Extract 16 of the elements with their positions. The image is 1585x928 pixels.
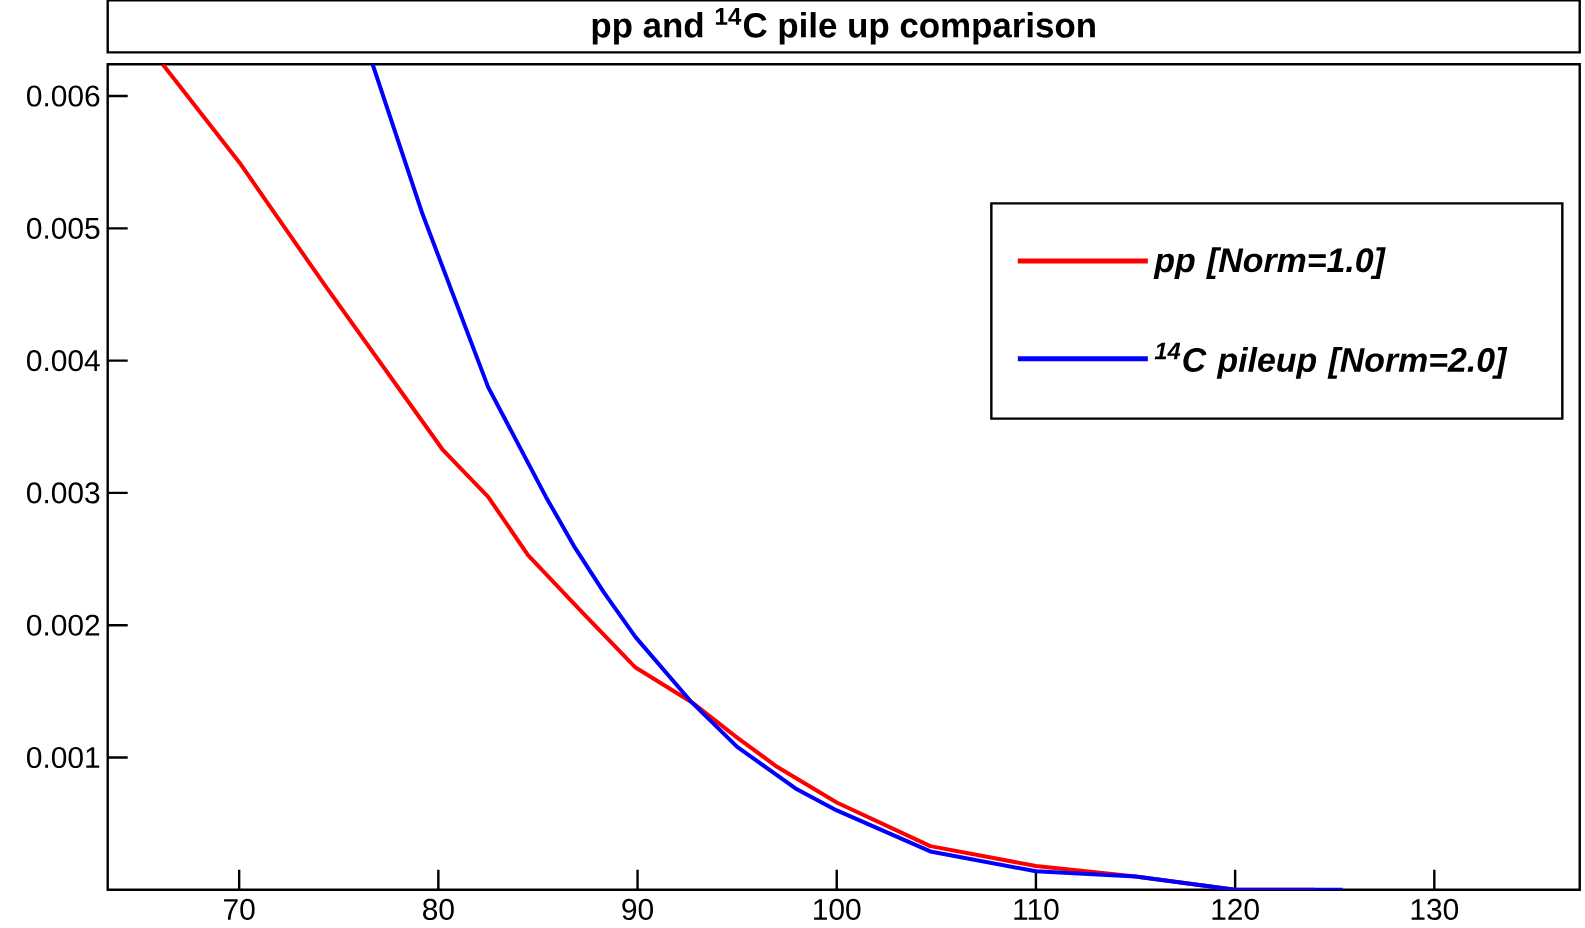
y-tick-label: 0.001 bbox=[27, 746, 100, 769]
x-tick-label: 110 bbox=[1014, 898, 1059, 920]
x-tick-label: 120 bbox=[1212, 898, 1259, 920]
y-tick-label: 0.003 bbox=[27, 482, 100, 504]
x-tick-label: 70 bbox=[224, 898, 255, 920]
chart-title: pp and $^{14}$C pile up comparison bbox=[592, 8, 1095, 45]
x-tick-label: 130 bbox=[1411, 898, 1459, 920]
x-tick-label: 80 bbox=[423, 898, 454, 920]
y-tick-label: 0.002 bbox=[27, 614, 100, 636]
y-tick-label: 0.005 bbox=[27, 217, 100, 239]
legend-label: pp [Norm=1.0] bbox=[1153, 247, 1386, 279]
y-tick-label: 0.006 bbox=[27, 85, 100, 107]
text: $^{14}$C pileup [Norm=2.0] bbox=[1154, 342, 1508, 379]
y-tick-label: 0.004 bbox=[27, 350, 100, 372]
x-tick-label: 90 bbox=[622, 898, 653, 920]
x-tick-label: 100 bbox=[814, 898, 861, 920]
